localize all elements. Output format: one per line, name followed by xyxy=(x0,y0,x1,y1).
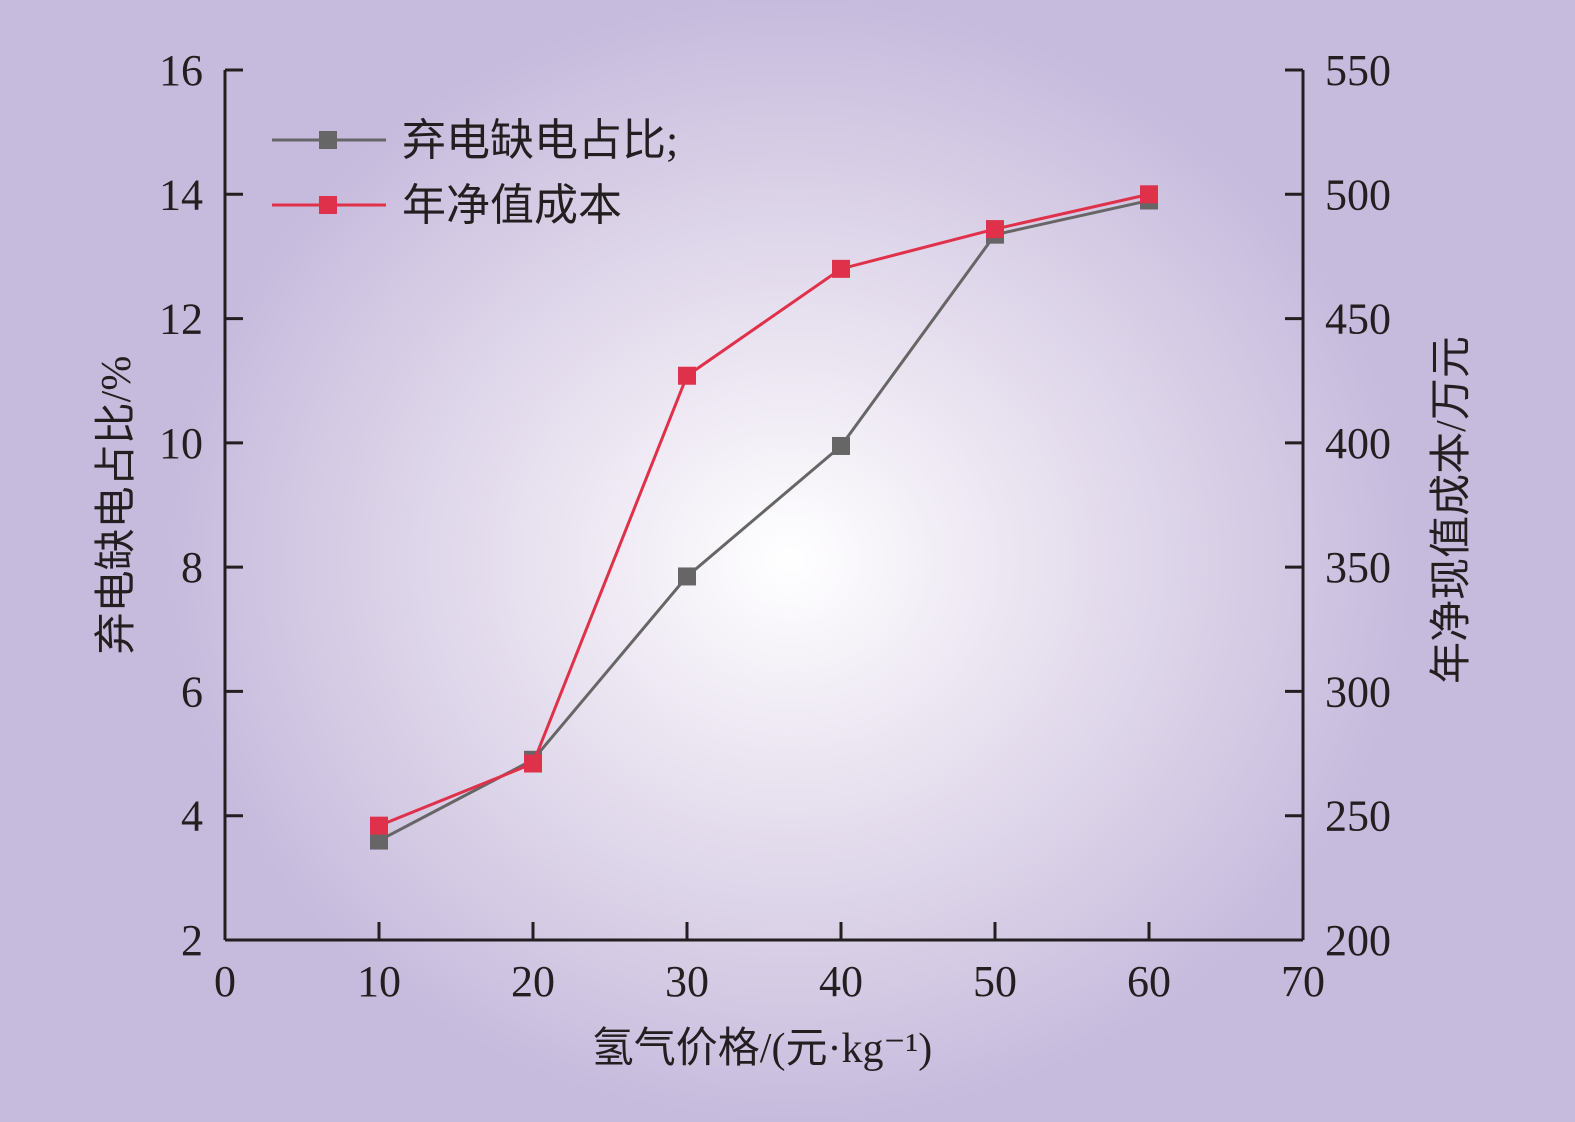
series-line-1 xyxy=(378,199,1150,842)
right-y-tick-label: 300 xyxy=(1325,667,1391,716)
legend-marker-2 xyxy=(319,196,337,214)
left-y-tick-label: 8 xyxy=(181,543,203,592)
legend-label-2: 年净值成本 xyxy=(402,181,622,230)
series-2-point xyxy=(370,816,388,835)
x-tick-label: 60 xyxy=(1127,957,1171,1006)
left-y-tick-label: 10 xyxy=(159,419,203,468)
right-y-axis-title: 年净现值成本/万元 xyxy=(1428,336,1475,684)
right-y-tick-label: 200 xyxy=(1325,916,1391,965)
left-y-tick-label: 14 xyxy=(159,170,203,219)
series-2-point xyxy=(1140,185,1158,204)
x-tick-label: 50 xyxy=(973,957,1017,1006)
series-2-point xyxy=(678,366,696,385)
series-2-point xyxy=(986,220,1004,239)
right-y-tick-label: 400 xyxy=(1325,419,1391,468)
right-y-tick-label: 250 xyxy=(1325,792,1391,841)
legend-label-1: 弃电缺电占比; xyxy=(402,116,678,165)
right-y-tick-label: 500 xyxy=(1325,170,1391,219)
x-tick-label: 0 xyxy=(214,957,236,1006)
x-tick-label: 70 xyxy=(1281,957,1325,1006)
x-tick-label: 30 xyxy=(665,957,709,1006)
series-line-2 xyxy=(378,192,1150,828)
left-y-tick-label: 6 xyxy=(181,667,203,716)
series-layer xyxy=(370,185,1158,850)
right-y-tick-label: 450 xyxy=(1325,295,1391,344)
series-1-point xyxy=(832,436,850,455)
left-y-tick-label: 16 xyxy=(159,46,203,95)
legend-marker-1 xyxy=(319,131,337,149)
left-y-tick-label: 12 xyxy=(159,295,203,344)
left-y-axis-title: 弃电缺电占比/% xyxy=(93,356,140,655)
series-1-point xyxy=(370,831,388,850)
x-tick-label: 20 xyxy=(511,957,555,1006)
x-tick-label: 10 xyxy=(357,957,401,1006)
x-axis-title: 氢气价格/(元·kg⁻¹) xyxy=(592,1026,932,1072)
left-y-tick-label: 2 xyxy=(181,916,203,965)
series-2-point xyxy=(524,754,542,773)
left-y-tick-label: 4 xyxy=(181,792,203,841)
right-y-tick-label: 350 xyxy=(1325,543,1391,592)
series-2-point xyxy=(832,259,850,278)
x-tick-label: 40 xyxy=(819,957,863,1006)
series-1-point xyxy=(678,567,696,586)
right-y-tick-label: 550 xyxy=(1325,46,1391,95)
legend: 弃电缺电占比; 年净值成本 xyxy=(272,116,678,230)
axes: 0 10 20 30 40 50 60 70 2 4 6 8 10 12 14 16 200 250 300 350 4… xyxy=(159,46,1391,1006)
